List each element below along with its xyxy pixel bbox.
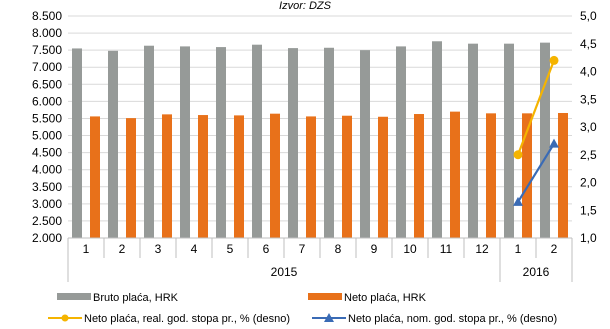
y-left-tick-label: 4.500 [32,146,62,160]
legend-marker-real [61,314,69,322]
y-left-tick-label: 5.500 [32,111,62,125]
bar-bruto [360,50,370,239]
series-line-nom [517,143,555,203]
y-right-tick-label: 1,5 [580,203,597,217]
bar-bruto [252,44,262,238]
y-left-tick-label: 2.500 [32,214,62,228]
bar-bruto [396,46,406,238]
line-point-nom [549,138,559,148]
bar-neto [522,113,532,238]
legend-swatch-neto [308,293,342,300]
y-right-tick-label: 1,0 [580,231,597,245]
y-left-tick-label: 6.500 [32,77,62,91]
y-left-tick-label: 2.000 [32,231,62,245]
x-tick-label: 3 [155,242,162,256]
x-tick-label: 2 [551,242,558,256]
line-point-nom [513,196,523,206]
bar-neto [486,113,496,238]
bar-bruto [540,42,550,238]
y-left-tick-label: 8.000 [32,26,62,40]
bar-bruto [72,48,82,239]
x-tick-label: 9 [371,242,378,256]
bar-neto [198,115,208,238]
x-tick-label: 4 [191,242,198,256]
x-group-label: 2016 [523,265,550,279]
legend-marker-nom [324,313,334,322]
x-group-label: 2015 [271,265,298,279]
bar-neto [90,116,100,238]
y-right-tick-label: 4,5 [580,37,597,51]
bar-bruto [108,50,118,239]
y-right-tick-label: 5,0 [580,9,597,23]
bar-bruto [144,45,154,239]
legend-label-nom: Neto plaća, nom. god. stopa pr., % (desn… [348,313,557,325]
bar-bruto [324,47,334,238]
x-tick-label: 5 [227,242,234,256]
bar-bruto [468,43,478,239]
source-note: Izvor: DZS [279,0,332,12]
bar-neto [414,114,424,238]
y-left-tick-label: 7.000 [32,60,62,74]
legend-label-real: Neto plaća, real. god. stopa pr., % (des… [84,313,290,325]
bar-neto [558,112,568,238]
x-tick-label: 8 [335,242,342,256]
bar-bruto [504,43,514,239]
bar-neto [270,113,280,238]
bar-neto [450,111,460,238]
y-left-tick-label: 4.000 [32,163,62,177]
y-left-tick-label: 3.000 [32,197,62,211]
x-tick-label: 6 [263,242,270,256]
y-left-tick-label: 3.500 [32,180,62,194]
bar-bruto [432,41,442,238]
y-left-tick-label: 6.000 [32,94,62,108]
y-right-tick-label: 2,5 [580,148,597,162]
y-right-tick-label: 3,5 [580,92,597,106]
bar-bruto [288,48,298,238]
line-point-real [549,55,559,65]
legend-label-bruto: Bruto plaća, HRK [93,292,179,304]
y-left-tick-label: 8.500 [32,9,62,23]
bar-bruto [216,47,226,238]
y-right-tick-label: 2,0 [580,176,597,190]
series-line-real [516,60,556,156]
bar-neto [378,116,388,238]
y-right-tick-label: 4,0 [580,65,597,79]
bar-bruto [180,46,190,238]
x-tick-label: 1 [83,242,90,256]
y-left-tick-label: 5.000 [32,129,62,143]
x-tick-label: 11 [440,242,453,256]
x-tick-label: 7 [299,242,306,256]
legend-label-neto: Neto plaća, HRK [344,292,427,304]
x-tick-label: 2 [119,242,126,256]
y-right-tick-label: 3,0 [580,120,597,134]
bar-neto [234,115,244,238]
line-point-real [513,150,523,160]
y-left-tick-label: 7.500 [32,43,62,57]
bar-neto [126,118,136,238]
x-tick-label: 10 [403,242,417,256]
x-tick-label: 1 [515,242,522,256]
legend-swatch-bruto [57,293,91,300]
bar-neto [162,114,172,238]
bar-neto [306,116,316,238]
bar-neto [342,115,352,238]
x-tick-label: 12 [475,242,489,256]
